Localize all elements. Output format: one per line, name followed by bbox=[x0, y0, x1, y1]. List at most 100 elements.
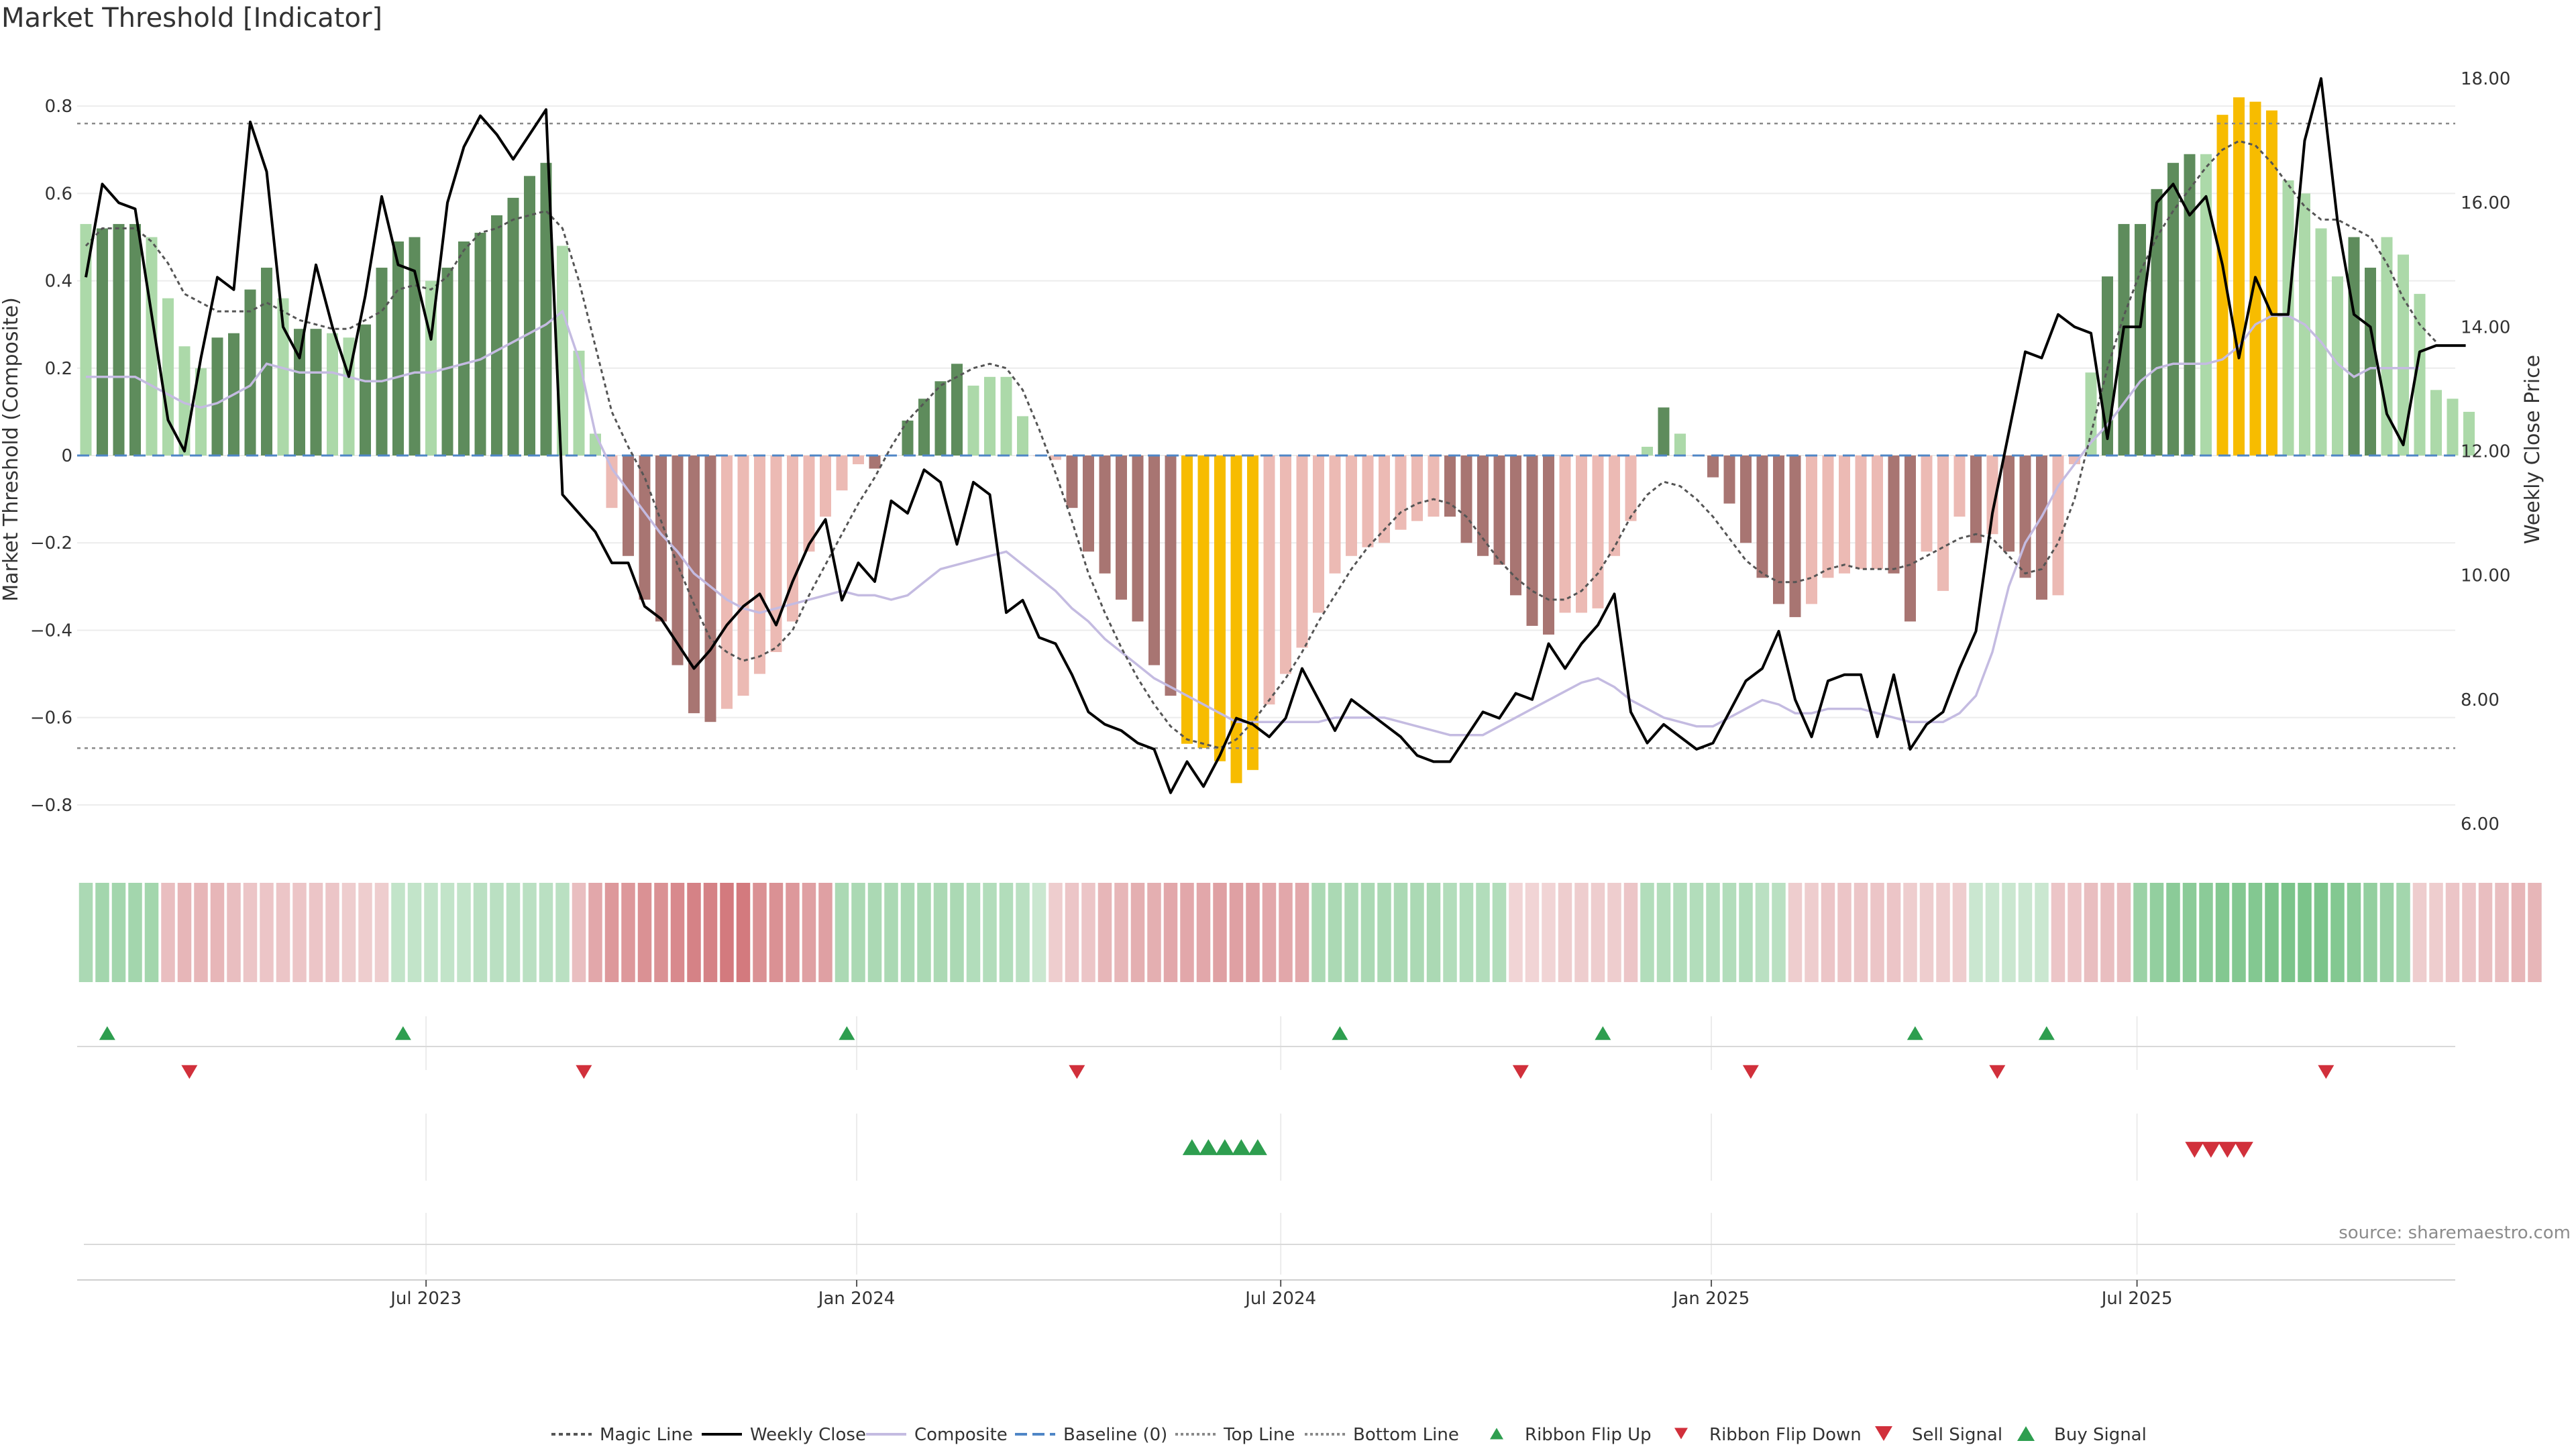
composite-bar bbox=[2233, 97, 2245, 456]
left-tick-label: 0.4 bbox=[45, 272, 72, 292]
ribbon-cell bbox=[2068, 883, 2082, 982]
ribbon-flip-up-marker bbox=[394, 1026, 411, 1040]
ribbon-flip-down-marker bbox=[2318, 1065, 2334, 1079]
buy-signal-marker bbox=[1199, 1139, 1218, 1155]
composite-bar bbox=[1346, 455, 1357, 556]
composite-bar bbox=[1395, 455, 1407, 530]
ribbon-cell bbox=[1393, 883, 1408, 982]
ribbon-cell bbox=[473, 883, 488, 982]
composite-bar bbox=[327, 333, 338, 456]
ribbon-cell bbox=[555, 883, 570, 982]
ribbon-flip-down-marker bbox=[1742, 1065, 1759, 1079]
ribbon-cell bbox=[2314, 883, 2328, 982]
ribbon-cell bbox=[1837, 883, 1851, 982]
ribbon-cell bbox=[588, 883, 602, 982]
ribbon-cell bbox=[243, 883, 258, 982]
composite-bar bbox=[1953, 455, 1966, 517]
ribbon-cell bbox=[161, 883, 175, 982]
ribbon-cell bbox=[654, 883, 668, 982]
composite-bar bbox=[1872, 455, 1883, 570]
ribbon-cell bbox=[2363, 883, 2377, 982]
ribbon-strip bbox=[78, 883, 2542, 982]
composite-bar bbox=[1329, 455, 1341, 574]
x-tick-label: Jul 2025 bbox=[2100, 1289, 2173, 1309]
composite-bar bbox=[97, 228, 108, 456]
composite-bar bbox=[1477, 455, 1489, 556]
composite-bar bbox=[2036, 455, 2047, 600]
left-tick-label: 0.8 bbox=[45, 97, 72, 117]
right-axis-ticks: 6.00 8.00 10.00 12.00 14.00 16.00 18.00 bbox=[2461, 69, 2510, 835]
ribbon-cell bbox=[2232, 883, 2246, 982]
ribbon-cell bbox=[753, 883, 767, 982]
ribbon-cell bbox=[1755, 883, 1770, 982]
legend-label: Sell Signal bbox=[1912, 1425, 2002, 1445]
composite-bar bbox=[211, 337, 223, 456]
ribbon-cell bbox=[1558, 883, 1572, 982]
ribbon-cell bbox=[1509, 883, 1523, 982]
ribbon-cell bbox=[2396, 883, 2410, 982]
ribbon-flip-down-marker bbox=[576, 1065, 592, 1079]
composite-bar bbox=[2365, 268, 2376, 456]
ribbon-cell bbox=[2215, 883, 2230, 982]
ribbon-cell bbox=[309, 883, 323, 982]
legend-label: Baseline (0) bbox=[1063, 1425, 1167, 1445]
composite-bar bbox=[2151, 189, 2163, 456]
ribbon-cell bbox=[703, 883, 718, 982]
source-note: source: sharemaestro.com bbox=[2339, 1223, 2571, 1243]
ribbon-cell bbox=[1525, 883, 1540, 982]
composite-bar bbox=[1263, 455, 1275, 705]
ribbon-cell bbox=[2133, 883, 2147, 982]
chart-legend: Magic Line Weekly Close Composite Baseline … bbox=[551, 1425, 2147, 1445]
ribbon-cell bbox=[835, 883, 849, 982]
composite-bar bbox=[491, 215, 502, 456]
ribbon-cell bbox=[950, 883, 964, 982]
composite-bar bbox=[2135, 223, 2146, 456]
ribbon-cell bbox=[2379, 883, 2394, 982]
ribbon-cell bbox=[1049, 883, 1063, 982]
composite-bar bbox=[2216, 115, 2229, 456]
ribbon-cell bbox=[1640, 883, 1654, 982]
composite-bar bbox=[1197, 455, 1210, 749]
ribbon-cell bbox=[818, 883, 833, 982]
ribbon-cell bbox=[736, 883, 751, 982]
ribbon-cell bbox=[1459, 883, 1474, 982]
legend-label: Ribbon Flip Up bbox=[1525, 1425, 1652, 1445]
ribbon-cell bbox=[2265, 883, 2279, 982]
composite-bar bbox=[1707, 455, 1719, 478]
chart-title: Market Threshold [Indicator] bbox=[1, 3, 382, 34]
ribbon-cell bbox=[933, 883, 948, 982]
composite-bar bbox=[2430, 390, 2442, 456]
composite-bar bbox=[902, 420, 914, 456]
ribbon-cell bbox=[1344, 883, 1358, 982]
ribbon-cell bbox=[1854, 883, 1868, 982]
composite-bar bbox=[606, 455, 618, 508]
ribbon-cell bbox=[1739, 883, 1753, 982]
ribbon-cell bbox=[966, 883, 981, 982]
ribbon-cell bbox=[1262, 883, 1277, 982]
composite-bar bbox=[1723, 455, 1735, 504]
ribbon-cell bbox=[2528, 883, 2542, 982]
ribbon-cell bbox=[1689, 883, 1704, 982]
composite-bar bbox=[1592, 455, 1604, 608]
ribbon-cell bbox=[374, 883, 389, 982]
ribbon-cell bbox=[2330, 883, 2345, 982]
ribbon-cell bbox=[1607, 883, 1621, 982]
ribbon-cell bbox=[670, 883, 685, 982]
composite-bar bbox=[2167, 162, 2179, 456]
magic-line bbox=[85, 140, 2437, 749]
ribbon-cell bbox=[2298, 883, 2312, 982]
composite-bar bbox=[195, 368, 207, 456]
ribbon-cell bbox=[1919, 883, 1934, 982]
composite-bar bbox=[1576, 455, 1587, 613]
x-tick-label: Jan 2024 bbox=[817, 1289, 896, 1309]
ribbon-cell bbox=[637, 883, 652, 982]
composite-bar bbox=[277, 298, 289, 456]
ribbon-cell bbox=[2412, 883, 2427, 982]
ribbon-flip-down-marker bbox=[181, 1065, 198, 1079]
right-tick-label: 8.00 bbox=[2461, 690, 2500, 710]
composite-bar bbox=[1247, 455, 1258, 770]
ribbon-cell bbox=[1065, 883, 1079, 982]
legend-swatch bbox=[1674, 1428, 1688, 1440]
sell-signal-marker bbox=[2218, 1142, 2237, 1158]
composite-bar bbox=[1280, 455, 1291, 674]
